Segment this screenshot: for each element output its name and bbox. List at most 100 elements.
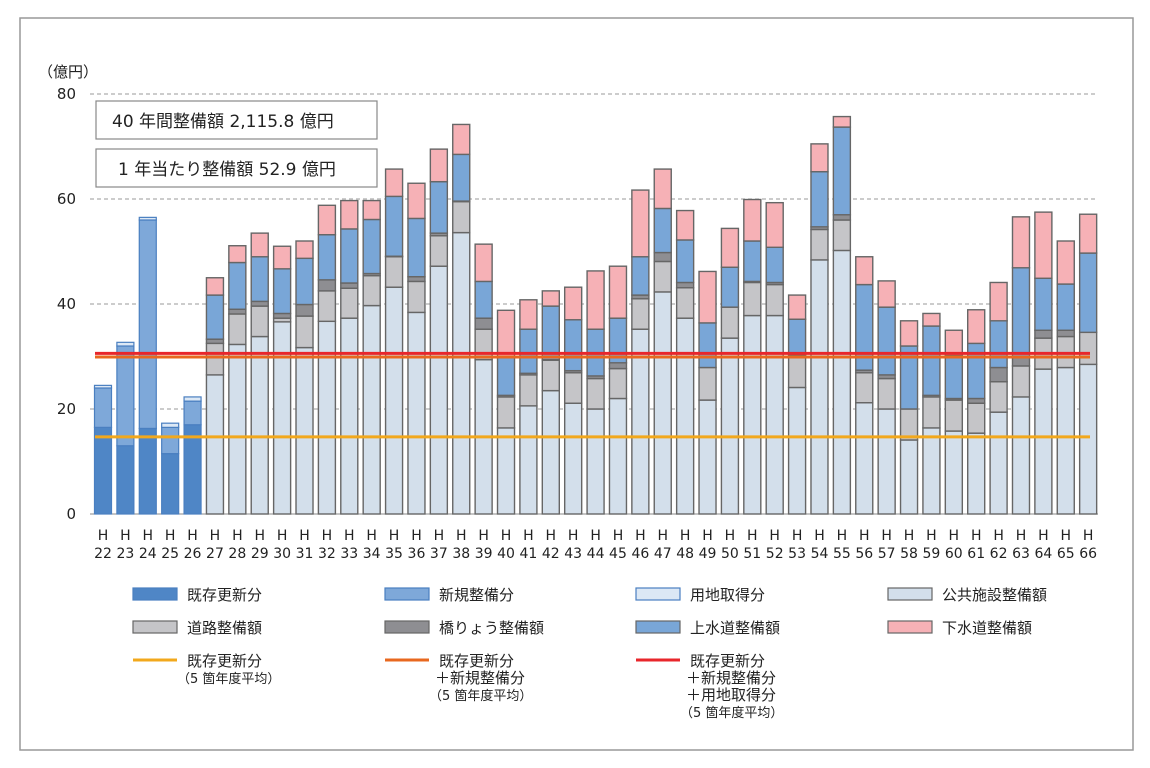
- bar-stack-H58: [899, 320, 919, 515]
- bar-segment-6: [429, 180, 449, 234]
- x-tick-prefix: H: [456, 528, 467, 544]
- bar-segment-6: [474, 280, 493, 319]
- x-tick-prefix: H: [1083, 528, 1094, 544]
- bar-segment-3: [765, 314, 784, 515]
- bar-segment-4: [855, 372, 874, 404]
- per-year-annotation: 1 年当たり整備額 52.9 億円: [118, 160, 336, 180]
- x-tick-prefix: H: [546, 528, 557, 544]
- bar-stack-H49: [698, 270, 717, 515]
- bar-segment-6: [877, 306, 896, 376]
- bar-segment-6: [720, 266, 740, 308]
- bar-segment-4: [631, 298, 650, 330]
- x-tick-label: 39: [475, 546, 493, 562]
- bar-segment-4: [720, 306, 740, 339]
- x-tick-label: 31: [296, 546, 314, 562]
- bar-segment-7: [743, 198, 762, 242]
- bar-segment-3: [899, 439, 919, 515]
- bar-segment-5: [675, 281, 695, 289]
- legend-label: 既存更新分: [187, 586, 262, 604]
- x-tick-label: 41: [519, 546, 537, 562]
- legend-line-label: （5 箇年度平均）: [680, 705, 783, 721]
- bar-segment-7: [675, 209, 695, 241]
- bar-segment-7: [877, 280, 896, 308]
- x-tick-prefix: H: [187, 528, 198, 544]
- bar-stack-H39: [474, 243, 493, 515]
- x-tick-label: 62: [990, 546, 1008, 562]
- bar-stack-H23: [116, 341, 135, 515]
- bar-segment-6: [810, 170, 829, 228]
- bar-stack-H44: [586, 270, 605, 515]
- bar-segment-6: [653, 207, 672, 254]
- bar-segment-3: [967, 432, 986, 515]
- bar-segment-3: [250, 335, 269, 515]
- bar-stack-H26: [183, 396, 202, 515]
- bar-segment-7: [519, 299, 538, 330]
- bar-segment-6: [340, 228, 359, 284]
- legend-line-label: ＋新規整備分: [435, 669, 525, 687]
- x-tick-prefix: H: [657, 528, 668, 544]
- bar-segment-5: [250, 300, 269, 307]
- bar-segment-4: [1011, 365, 1031, 398]
- x-tick-label: 47: [654, 546, 672, 562]
- bar-segment-6: [205, 294, 225, 340]
- x-tick-prefix: H: [837, 528, 848, 544]
- bar-stack-H54: [810, 143, 829, 515]
- bar-segment-1: [183, 400, 202, 426]
- bar-segment-5: [340, 282, 359, 289]
- bar-stack-H45: [608, 265, 628, 515]
- x-tick-prefix: H: [254, 528, 265, 544]
- x-tick-prefix: H: [143, 528, 154, 544]
- bar-segment-1: [161, 426, 180, 455]
- bar-segment-7: [967, 309, 986, 345]
- bar-segment-7: [295, 240, 314, 260]
- bar-segment-3: [496, 427, 516, 515]
- total-annotation: 40 年間整備額 2,115.8 億円: [112, 112, 334, 132]
- bar-segment-4: [362, 274, 381, 307]
- bar-stack-H32: [317, 204, 337, 515]
- bar-segment-6: [317, 233, 337, 281]
- bar-segment-5: [272, 312, 292, 319]
- bar-segment-4: [496, 396, 516, 429]
- bar-segment-3: [787, 386, 807, 515]
- bar-segment-0: [93, 426, 113, 515]
- bar-segment-6: [743, 240, 762, 283]
- bar-segment-6: [563, 319, 583, 372]
- x-tick-prefix: H: [1061, 528, 1072, 544]
- bar-segment-7: [1034, 211, 1053, 279]
- x-tick-label: 58: [900, 546, 918, 562]
- bar-stack-H52: [765, 201, 784, 515]
- legend-line-label: ＋用地取得分: [686, 686, 776, 704]
- bar-segment-6: [272, 268, 292, 315]
- bar-segment-3: [989, 411, 1008, 515]
- bar-segment-3: [586, 408, 605, 515]
- bar-segment-7: [832, 115, 852, 128]
- bar-segment-7: [653, 168, 672, 210]
- bar-stack-H33: [340, 199, 359, 515]
- x-tick-prefix: H: [232, 528, 243, 544]
- bar-segment-7: [474, 243, 493, 283]
- bar-segment-5: [317, 279, 337, 292]
- bar-stack-H55: [832, 115, 852, 515]
- bar-segment-6: [384, 195, 404, 257]
- bar-segment-2: [138, 216, 157, 221]
- bar-segment-6: [496, 355, 516, 397]
- bar-segment-3: [698, 399, 717, 515]
- bar-segment-7: [429, 148, 449, 183]
- bar-segment-3: [384, 286, 404, 515]
- bar-segment-3: [1078, 363, 1098, 515]
- bar-stack-H31: [295, 240, 314, 515]
- bar-segment-6: [541, 305, 560, 361]
- y-axis-unit: （億円）: [38, 63, 98, 81]
- bar-segment-6: [1011, 267, 1031, 358]
- bar-segment-6: [1034, 277, 1053, 331]
- y-tick-label: 20: [57, 400, 76, 418]
- bar-segment-4: [407, 280, 426, 314]
- x-tick-prefix: H: [210, 528, 221, 544]
- bar-segment-7: [496, 309, 516, 358]
- bar-segment-7: [228, 245, 247, 264]
- x-tick-prefix: H: [881, 528, 892, 544]
- bar-segment-3: [519, 405, 538, 515]
- x-tick-prefix: H: [344, 528, 355, 544]
- bar-segment-4: [675, 287, 695, 319]
- bar-segment-5: [1056, 329, 1075, 338]
